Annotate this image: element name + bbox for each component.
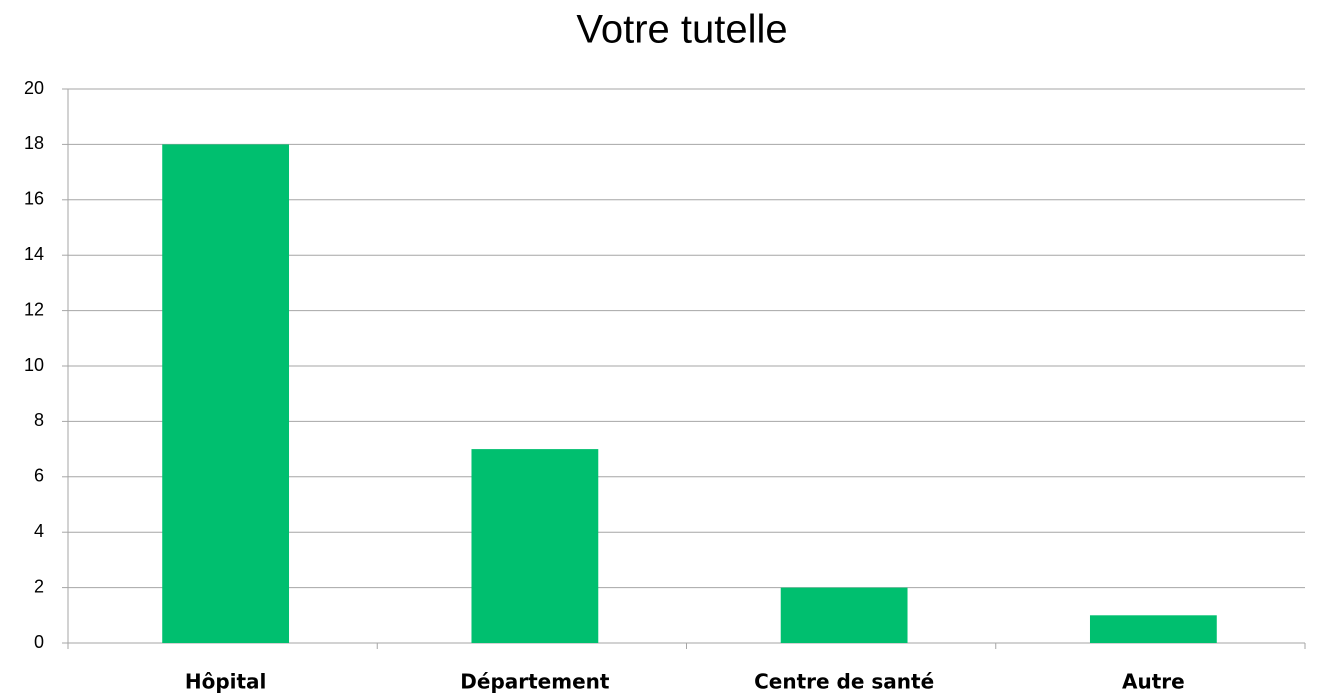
y-tick-label: 20 — [24, 78, 44, 98]
y-tick-label: 12 — [24, 299, 44, 319]
x-tick-label: Département — [460, 670, 610, 694]
y-tick-label: 18 — [24, 133, 44, 153]
y-tick-label: 14 — [24, 244, 44, 264]
bar — [471, 449, 599, 643]
bar — [1089, 615, 1217, 643]
y-tick-label: 6 — [34, 466, 44, 486]
y-tick-label: 0 — [34, 632, 44, 652]
y-tick-label: 2 — [34, 576, 44, 596]
bar — [162, 144, 290, 643]
x-tick-label: Hôpital — [185, 670, 267, 694]
y-tick-label: 4 — [34, 521, 44, 541]
x-tick-label: Autre — [1122, 670, 1185, 694]
x-tick-label: Centre de santé — [754, 670, 934, 694]
bar — [780, 587, 908, 643]
chart-title: Votre tutelle — [576, 8, 787, 52]
y-tick-label: 16 — [24, 189, 44, 209]
y-tick-label: 10 — [24, 355, 44, 375]
y-tick-label: 8 — [34, 410, 44, 430]
